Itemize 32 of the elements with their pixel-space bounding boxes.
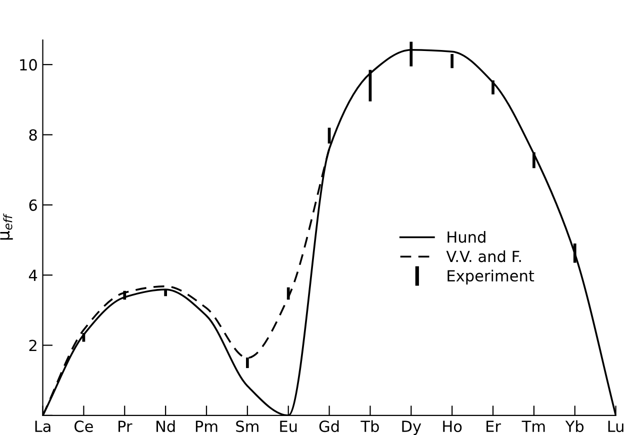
x-tick-label: La [35, 420, 50, 432]
x-tick-label: Pr [118, 420, 132, 432]
x-tick-label: Nd [156, 420, 175, 432]
y-tick-label: 4 [28, 270, 38, 281]
bar [286, 287, 290, 300]
x-tick-label: Pm [196, 420, 218, 432]
legend-label: V.V. and F. [446, 250, 521, 262]
bar [164, 289, 167, 296]
x-tick-label: Dy [402, 420, 422, 435]
legend-label: Hund [448, 230, 486, 243]
x-tick-label: Er [486, 420, 501, 432]
bar [246, 358, 249, 368]
y-tick-label: 10 [20, 59, 37, 71]
x-tick-label: Eu [280, 420, 297, 432]
bar [450, 54, 454, 68]
x-tick-label: Ho [443, 420, 462, 432]
bar [532, 152, 536, 168]
x-tick-label: Tb [360, 420, 379, 432]
bar [123, 290, 126, 300]
y-tick-label: 2 [29, 340, 36, 352]
bar [492, 80, 494, 94]
legend-label: Experiment [448, 270, 534, 285]
x-tick-label: Sm [236, 420, 258, 432]
x-tick-label: Tm [522, 420, 545, 432]
x-tick-label: Gd [319, 420, 339, 432]
y-tick-label: 6 [29, 199, 37, 211]
x-tick-label: Ce [74, 420, 93, 432]
y-tick-label: 8 [29, 129, 37, 141]
y-axis-title: μ$_{eff}$ [0, 213, 13, 240]
x-tick-label: Yb [565, 420, 584, 432]
x-tick-label: Lu [608, 420, 624, 432]
bar [573, 244, 576, 263]
